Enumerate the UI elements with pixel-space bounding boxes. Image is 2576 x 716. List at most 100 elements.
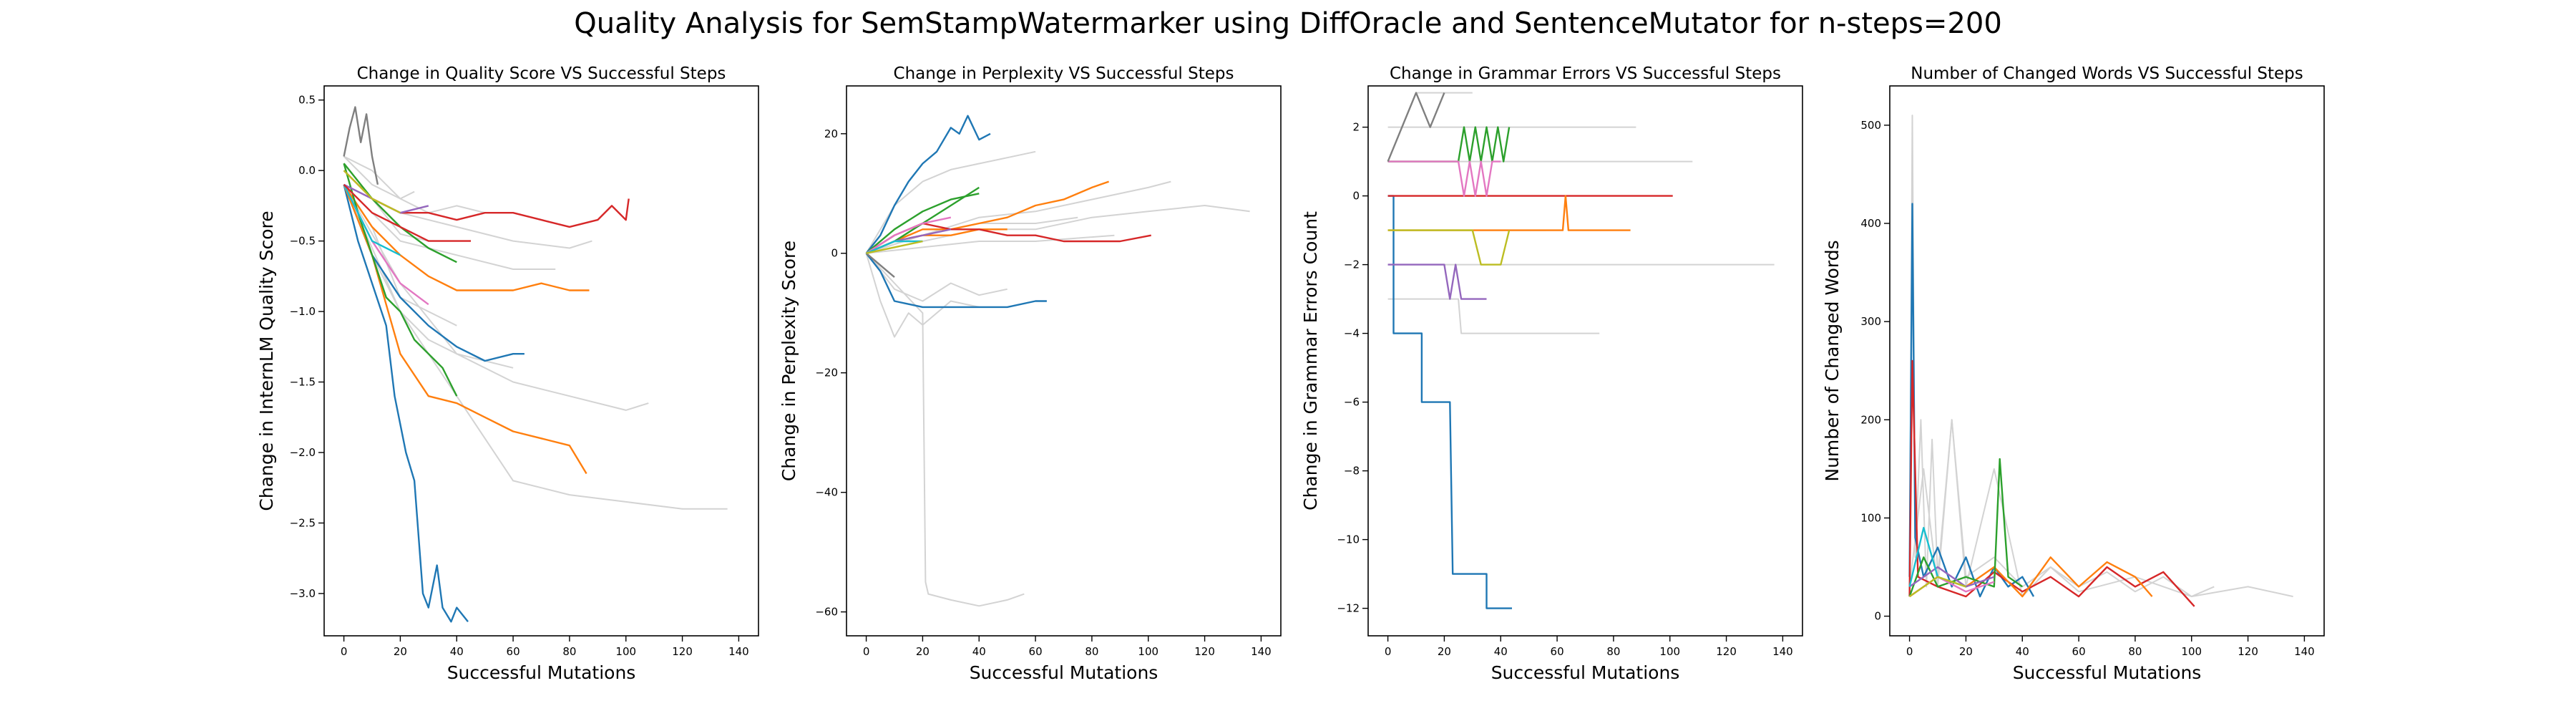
x-tick-label: 0 — [863, 645, 870, 658]
series-line-22 — [343, 170, 401, 214]
x-tick-label: 0 — [1385, 645, 1392, 658]
series-line-20 — [343, 106, 379, 185]
x-tick-label: 140 — [1251, 645, 1272, 658]
x-tick-label: 80 — [562, 645, 576, 658]
x-tick-label: 120 — [1194, 645, 1215, 658]
series-line-18 — [866, 240, 923, 254]
y-axis-label: Change in InternLM Quality Score — [256, 211, 277, 511]
y-tick-label: −2 — [1344, 258, 1360, 271]
x-tick-label: 20 — [1438, 645, 1451, 658]
series-line-12 — [343, 184, 525, 362]
y-tick-label: −40 — [815, 486, 838, 499]
y-tick-label: 0.0 — [298, 164, 316, 177]
series-line-11 — [343, 184, 469, 623]
series-line-13 — [343, 184, 587, 475]
x-axis-label: Successful Mutations — [1491, 662, 1680, 683]
x-tick-label: 140 — [1772, 645, 1793, 658]
y-axis-label: Change in Grammar Errors Count — [1300, 211, 1321, 511]
chart-panel-3: 0 20 40 60 80 100 120 14020−2−4−6−8−10−12Change… — [1300, 64, 1803, 683]
x-tick-label: 40 — [450, 645, 464, 658]
x-tick-label: 20 — [916, 645, 930, 658]
x-tick-label: 60 — [1551, 645, 1564, 658]
chart-panel-4: 0 20 40 60 80 100 120 140 500 400 300 200 100 0 Number… — [1822, 64, 2325, 683]
x-tick-label: 0 — [341, 645, 348, 658]
series-line-4 — [1387, 298, 1600, 334]
x-tick-label: 120 — [1716, 645, 1737, 658]
x-axis-label: Successful Mutations — [447, 662, 636, 683]
y-tick-label: 0 — [831, 247, 838, 260]
x-tick-label: 80 — [1085, 645, 1098, 658]
chart-title: Change in Quality Score VS Successful St… — [357, 64, 726, 83]
y-tick-label: 400 — [1860, 217, 1881, 230]
y-tick-label: −4 — [1344, 327, 1360, 340]
x-axis-label: Successful Mutations — [2013, 662, 2202, 683]
series-line-4 — [1908, 359, 2195, 607]
y-tick-label: −0.5 — [290, 235, 316, 248]
plot-frame — [846, 85, 1282, 637]
series-line-15 — [343, 163, 458, 397]
plot-frame — [323, 85, 759, 637]
chart-panel-2: 0 20 40 60 80 100 120 140 20 0 −20 −40 −60 Change in … — [779, 64, 1282, 683]
x-tick-label: 120 — [2238, 645, 2258, 658]
series-line-10 — [1387, 195, 1631, 231]
y-tick-label: −8 — [1344, 465, 1360, 478]
chart-title: Change in Grammar Errors VS Successful S… — [1390, 64, 1781, 83]
series-line-2 — [866, 205, 1250, 254]
x-tick-label: 40 — [2016, 645, 2029, 658]
series-line-12 — [1387, 160, 1501, 197]
x-tick-label: 40 — [1494, 645, 1508, 658]
series-line-1 — [343, 184, 728, 510]
series-line-4 — [865, 253, 1008, 302]
y-tick-label: 200 — [1860, 413, 1881, 426]
series-line-9 — [343, 155, 415, 200]
series-line-10 — [1908, 576, 1966, 598]
x-tick-label: 60 — [1029, 645, 1043, 658]
x-tick-label: 100 — [2181, 645, 2202, 658]
y-tick-label: 0 — [1874, 610, 1881, 623]
series-line-14 — [865, 193, 980, 254]
x-tick-label: 100 — [1659, 645, 1680, 658]
y-tick-label: 2 — [1352, 121, 1360, 134]
x-tick-label: 20 — [394, 645, 407, 658]
x-tick-label: 40 — [972, 645, 986, 658]
series-line-9 — [865, 115, 991, 254]
series-line-5 — [343, 155, 485, 214]
series-line-14 — [343, 184, 590, 291]
x-tick-label: 100 — [615, 645, 636, 658]
y-tick-label: −60 — [815, 606, 838, 619]
chart-title: Number of Changed Words VS Successful St… — [1911, 64, 2303, 83]
y-tick-label: −3.0 — [290, 587, 316, 600]
y-tick-label: 300 — [1860, 315, 1881, 328]
series-line-17 — [865, 216, 952, 254]
x-tick-label: 20 — [1959, 645, 1973, 658]
plot-frame — [1367, 85, 1803, 637]
chart-title: Change in Perplexity VS Successful Steps — [894, 64, 1234, 83]
y-tick-label: −2.0 — [290, 446, 316, 459]
y-tick-label: 0 — [1352, 190, 1360, 203]
series-line-11 — [866, 180, 1109, 254]
chart-panel-1: 0 20 40 60 80 100 120 140 0.5 0.0 −0.5 −1.0 −1.5 −2.0… — [256, 64, 759, 683]
y-tick-label: 100 — [1860, 511, 1881, 524]
series-line-19 — [343, 184, 401, 256]
y-tick-label: −20 — [815, 367, 838, 379]
series-line-15 — [1387, 92, 1445, 163]
series-line-10 — [865, 252, 1047, 309]
y-tick-label: −6 — [1344, 396, 1360, 409]
x-tick-label: 120 — [672, 645, 693, 658]
x-tick-label: 100 — [1138, 645, 1158, 658]
y-tick-label: −10 — [1337, 533, 1360, 546]
x-tick-label: 140 — [728, 645, 749, 658]
x-tick-label: 60 — [507, 645, 520, 658]
x-tick-label: 0 — [1906, 645, 1913, 658]
y-tick-label: −12 — [1337, 602, 1360, 615]
series-line-20 — [866, 240, 923, 254]
y-tick-label: 500 — [1860, 119, 1881, 132]
y-tick-label: −2.5 — [290, 516, 316, 529]
series-line-5 — [865, 253, 980, 338]
y-tick-label: 20 — [824, 127, 838, 140]
y-axis-label: Change in Perplexity Score — [779, 241, 799, 481]
series-line-4 — [343, 184, 556, 270]
series-line-7 — [1908, 566, 1995, 588]
series-line-21 — [343, 183, 471, 242]
